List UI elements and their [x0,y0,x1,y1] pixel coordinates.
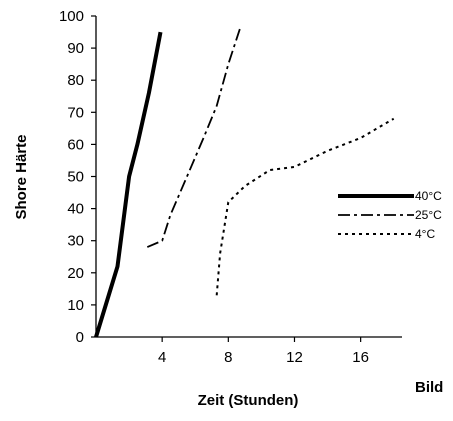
x-tick-label: 12 [286,349,303,366]
legend-label: 25°C [415,208,442,222]
x-tick-label: 4 [158,349,166,366]
y-tick-label: 0 [76,329,84,346]
y-tick-label: 40 [67,201,84,218]
series-line-3 [215,117,395,296]
x-tick-label: 8 [224,349,232,366]
figure-label: Bild [415,379,443,396]
series-line-1 [94,31,163,338]
axes [91,15,402,342]
y-axis-title: Shore Härte [13,134,30,219]
series-lines [94,28,395,338]
legend: 40°C 25°C 4°C [338,189,442,241]
y-tick-label: 90 [67,40,84,57]
y-tick-label: 20 [67,265,84,282]
x-axis-title: Zeit (Stunden) [198,392,299,409]
legend-label: 40°C [415,189,442,203]
y-tick-label: 60 [67,136,84,153]
y-tick-label: 70 [67,104,84,121]
tick-labels: 0 10 20 30 40 50 60 70 80 90 100 4 8 12 16 [59,8,369,366]
y-tick-label: 100 [59,8,84,25]
y-tick-label: 80 [67,72,84,89]
x-tick-label: 16 [352,349,369,366]
y-tick-label: 10 [67,297,84,314]
y-tick-label: 50 [67,169,84,186]
series-line-2 [146,28,241,248]
y-tick-label: 30 [67,233,84,250]
legend-label: 4°C [415,227,435,241]
